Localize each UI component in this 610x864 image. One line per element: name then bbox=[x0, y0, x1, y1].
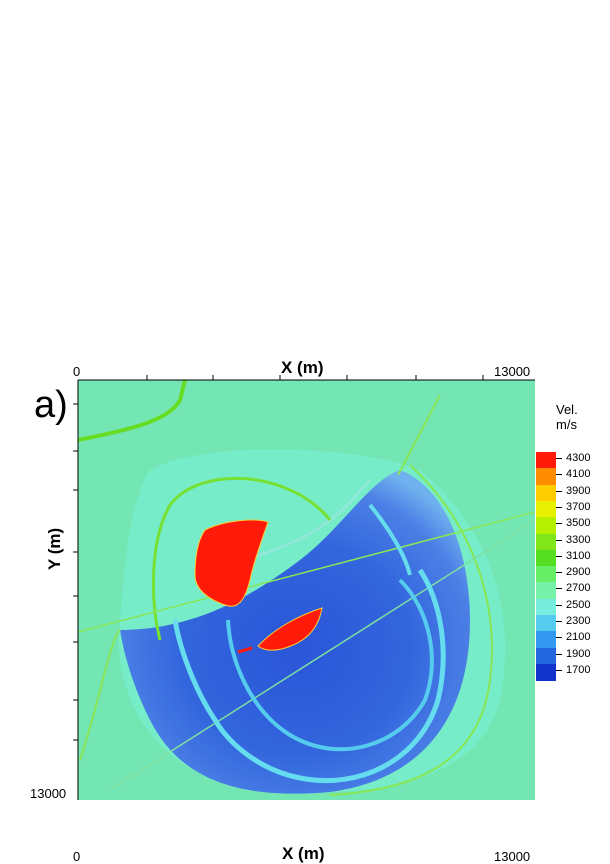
colorbar-tick-mark bbox=[556, 588, 562, 590]
top-ticks bbox=[146, 375, 484, 380]
colorbar-title-line2: m/s bbox=[556, 417, 577, 432]
colorbar-tick-mark bbox=[556, 653, 562, 655]
colorbar-tick-mark bbox=[556, 458, 562, 459]
x-axis-title-bottom: X (m) bbox=[282, 844, 325, 863]
colorbar-title: Vel. m/s bbox=[556, 402, 578, 432]
colorbar-tick-label: 2300 bbox=[566, 615, 591, 627]
fault-line bbox=[109, 519, 535, 791]
salt-sliver bbox=[237, 646, 253, 654]
colorbar-tick-label: 4100 bbox=[566, 468, 591, 481]
colorbar-tick-label: 2900 bbox=[566, 566, 591, 579]
layer-band bbox=[172, 568, 446, 784]
contour-line bbox=[78, 380, 187, 442]
colorbar-swatch bbox=[536, 615, 556, 632]
colorbar-swatch bbox=[536, 663, 556, 681]
colorbar-tick-mark bbox=[556, 637, 562, 639]
contour-line bbox=[397, 394, 441, 476]
colorbar-swatch bbox=[536, 549, 556, 567]
colorbar-tick-label: 1900 bbox=[566, 647, 591, 660]
colorbar-swatch bbox=[536, 452, 556, 469]
colorbar-tick-label: 3500 bbox=[566, 517, 591, 530]
x-axis-title-top: X (m) bbox=[281, 358, 324, 377]
x-tick-label-max-top: 13000 bbox=[494, 364, 531, 379]
colorbar-tick-mark bbox=[556, 555, 562, 557]
panel-label: a) bbox=[34, 384, 68, 426]
colorbar-tick-label: 3100 bbox=[566, 549, 591, 562]
colorbar-tick-label: 3900 bbox=[566, 484, 591, 497]
salt-body-lower bbox=[257, 607, 323, 651]
colorbar-tick-mark bbox=[556, 572, 562, 574]
colorbar-swatch bbox=[536, 566, 556, 583]
colorbar-tick-mark bbox=[556, 523, 562, 525]
colorbar-swatch bbox=[536, 631, 556, 649]
contour-line bbox=[329, 464, 493, 796]
contour-line bbox=[151, 476, 332, 641]
y-tick-label-max: 13000 bbox=[30, 786, 67, 801]
layer-band bbox=[368, 503, 412, 576]
colorbar-swatch bbox=[536, 647, 556, 665]
colorbar-tick-mark bbox=[556, 539, 562, 541]
colorbar-tick-label: 4300 bbox=[566, 452, 591, 464]
fault-line bbox=[78, 511, 535, 633]
x-tick-label-max-bottom: 13000 bbox=[494, 849, 531, 864]
contour-line bbox=[79, 629, 121, 761]
colorbar-tick-label: 2700 bbox=[566, 582, 591, 595]
colorbar-title-line1: Vel. bbox=[556, 402, 578, 417]
colorbar-tick-label: 3700 bbox=[566, 500, 591, 513]
colorbar-swatch bbox=[536, 533, 556, 551]
colorbar-tick-label: 2100 bbox=[566, 631, 591, 644]
x-tick-label-min-bottom: 0 bbox=[73, 849, 81, 864]
colorbar-tick-mark bbox=[556, 669, 562, 671]
layer-band bbox=[226, 578, 434, 752]
colorbar-swatch bbox=[536, 468, 556, 486]
colorbar-tick-mark bbox=[556, 621, 562, 622]
colorbar-swatch bbox=[536, 500, 556, 518]
colorbar-swatch bbox=[536, 582, 556, 600]
colorbar-tick-mark bbox=[556, 490, 562, 492]
colorbar-swatch bbox=[536, 484, 556, 502]
colorbar-swatch bbox=[536, 598, 556, 616]
x-tick-label-min-top: 0 bbox=[73, 364, 81, 379]
colorbar-tick-mark bbox=[556, 474, 562, 476]
colorbar-tick-label: 2500 bbox=[566, 598, 591, 611]
left-ticks bbox=[73, 403, 78, 741]
colorbar-tick-label: 1700 bbox=[566, 663, 591, 676]
colorbar-tick-mark bbox=[556, 506, 562, 508]
colorbar-swatch bbox=[536, 517, 556, 534]
salt-body-upper bbox=[194, 519, 269, 607]
colorbar-tick-mark bbox=[556, 604, 562, 606]
colorbar-tick-label: 3300 bbox=[566, 533, 591, 546]
